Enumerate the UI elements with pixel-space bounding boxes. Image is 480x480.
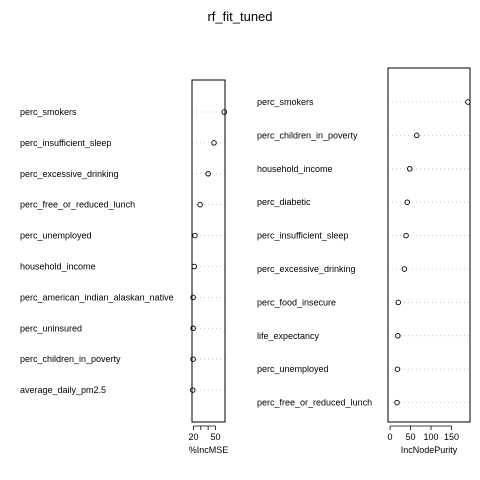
category-label: average_daily_pm2.5 bbox=[20, 385, 106, 395]
data-point bbox=[403, 232, 409, 239]
plot-frame bbox=[191, 79, 226, 423]
x-tick-label: 0 bbox=[388, 432, 393, 442]
category-label: perc_food_insecure bbox=[257, 297, 336, 307]
x-axis-label: %IncMSE bbox=[189, 445, 229, 455]
data-point bbox=[190, 294, 196, 301]
plot-frame bbox=[387, 67, 471, 423]
x-tick-label: 150 bbox=[444, 432, 459, 442]
data-point bbox=[191, 263, 197, 270]
category-label: perc_insufficient_sleep bbox=[20, 138, 111, 148]
category-label: perc_uninsured bbox=[20, 323, 82, 333]
category-label: household_income bbox=[20, 262, 96, 272]
category-label: perc_unemployed bbox=[20, 231, 92, 241]
data-point bbox=[189, 387, 196, 393]
data-point bbox=[221, 109, 228, 115]
data-point bbox=[406, 166, 413, 172]
category-label: perc_unemployed bbox=[257, 364, 329, 374]
x-tick-label: 50 bbox=[210, 432, 220, 442]
x-tick-label: 20 bbox=[188, 432, 198, 442]
data-point bbox=[192, 232, 198, 239]
category-label: perc_excessive_drinking bbox=[20, 169, 119, 179]
category-label: perc_children_in_poverty bbox=[257, 130, 358, 140]
data-point bbox=[395, 333, 401, 339]
category-label: perc_free_or_reduced_lunch bbox=[257, 398, 372, 408]
data-point bbox=[190, 325, 196, 332]
category-label: perc_american_indian_alaskan_native bbox=[20, 292, 174, 302]
category-label: perc_diabetic bbox=[257, 197, 311, 207]
data-point bbox=[211, 140, 217, 146]
category-label: perc_smokers bbox=[257, 97, 314, 107]
data-point bbox=[197, 201, 203, 208]
category-label: perc_excessive_drinking bbox=[257, 264, 356, 274]
category-label: perc_insufficient_sleep bbox=[257, 231, 348, 241]
x-tick-label: 100 bbox=[424, 432, 439, 442]
data-point bbox=[404, 199, 411, 205]
data-point bbox=[205, 171, 211, 177]
x-tick-label: 50 bbox=[406, 432, 416, 442]
data-point bbox=[401, 266, 408, 272]
inc-mse-panel: perc_smokers perc_insufficient_sleep perc_… bbox=[20, 79, 229, 455]
x-axis-label: IncNodePurity bbox=[401, 445, 458, 455]
category-label: perc_smokers bbox=[20, 107, 77, 117]
category-label: household_income bbox=[257, 164, 333, 174]
inc-node-purity-panel: perc_smokers perc_children_in_povertyhous… bbox=[257, 67, 471, 455]
data-point bbox=[395, 299, 402, 306]
category-label: perc_free_or_reduced_lunch bbox=[20, 200, 135, 210]
data-point bbox=[394, 366, 401, 372]
data-point bbox=[394, 399, 400, 406]
data-point bbox=[190, 356, 196, 362]
category-label: life_expectancy bbox=[257, 331, 320, 341]
category-label: perc_children_in_poverty bbox=[20, 354, 121, 364]
chart-title: rf_fit_tuned bbox=[207, 9, 272, 24]
data-point bbox=[413, 132, 420, 139]
